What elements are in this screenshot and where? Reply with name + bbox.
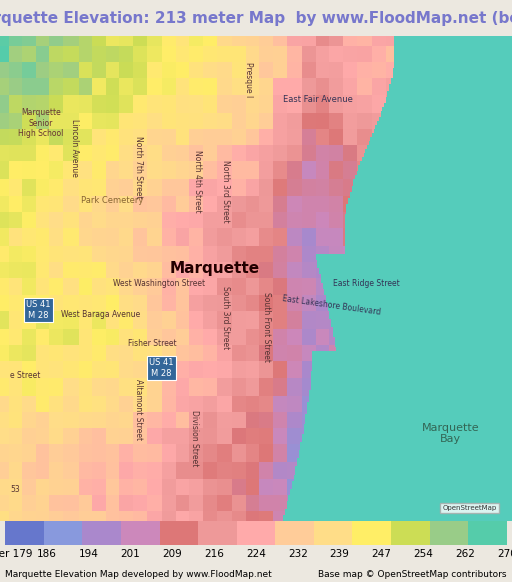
Text: US 41
M 28: US 41 M 28: [149, 359, 174, 378]
Text: South Front Street: South Front Street: [262, 292, 271, 362]
Text: 194: 194: [79, 549, 99, 559]
FancyBboxPatch shape: [160, 521, 198, 545]
FancyBboxPatch shape: [5, 521, 44, 545]
Text: Altamont Street: Altamont Street: [134, 379, 143, 440]
FancyBboxPatch shape: [391, 521, 430, 545]
Text: 232: 232: [288, 549, 308, 559]
Text: Marquette
Senior
High School: Marquette Senior High School: [18, 108, 63, 139]
Text: South 3rd Street: South 3rd Street: [221, 286, 230, 349]
Text: 224: 224: [246, 549, 266, 559]
Text: Presque I: Presque I: [244, 62, 253, 97]
Text: Lincoln Avenue: Lincoln Avenue: [70, 119, 79, 176]
Text: 247: 247: [372, 549, 391, 559]
Text: Marquette: Marquette: [170, 261, 260, 276]
Text: Park Cemetery: Park Cemetery: [81, 196, 144, 205]
Text: OpenStreetMap: OpenStreetMap: [442, 505, 497, 511]
Text: North 7th Street: North 7th Street: [134, 136, 143, 198]
Text: Marquette
Bay: Marquette Bay: [422, 423, 479, 445]
Text: East Ridge Street: East Ridge Street: [333, 279, 399, 288]
FancyBboxPatch shape: [121, 521, 160, 545]
Text: West Baraga Avenue: West Baraga Avenue: [61, 310, 141, 320]
Text: 270: 270: [497, 549, 512, 559]
Text: North 3rd Street: North 3rd Street: [221, 160, 230, 222]
Text: Fisher Street: Fisher Street: [128, 339, 177, 349]
Text: Base map © OpenStreetMap contributors: Base map © OpenStreetMap contributors: [318, 570, 507, 579]
Text: 209: 209: [162, 549, 182, 559]
Text: Marquette Elevation Map developed by www.FloodMap.net: Marquette Elevation Map developed by www…: [5, 570, 272, 579]
Text: Marquette Elevation: 213 meter Map  by www.FloodMap.net (beta): Marquette Elevation: 213 meter Map by ww…: [0, 10, 512, 26]
FancyBboxPatch shape: [198, 521, 237, 545]
Text: 254: 254: [413, 549, 433, 559]
Text: West Washington Street: West Washington Street: [113, 279, 205, 288]
Text: US 41
M 28: US 41 M 28: [26, 300, 51, 320]
Text: Division Street: Division Street: [190, 410, 199, 467]
Text: East Lakeshore Boulevard: East Lakeshore Boulevard: [282, 294, 381, 317]
Text: meter 179: meter 179: [0, 549, 32, 559]
Text: 201: 201: [121, 549, 140, 559]
FancyBboxPatch shape: [430, 521, 468, 545]
FancyBboxPatch shape: [314, 521, 352, 545]
Text: 239: 239: [330, 549, 350, 559]
Text: East Fair Avenue: East Fair Avenue: [283, 95, 352, 104]
FancyBboxPatch shape: [468, 521, 507, 545]
FancyBboxPatch shape: [352, 521, 391, 545]
Text: e Street: e Street: [10, 371, 40, 380]
Text: 186: 186: [37, 549, 57, 559]
Text: North 4th Street: North 4th Street: [193, 150, 202, 213]
FancyBboxPatch shape: [275, 521, 314, 545]
Text: 262: 262: [455, 549, 475, 559]
FancyBboxPatch shape: [44, 521, 82, 545]
FancyBboxPatch shape: [82, 521, 121, 545]
FancyBboxPatch shape: [237, 521, 275, 545]
Text: 53: 53: [10, 485, 20, 494]
Text: 216: 216: [204, 549, 224, 559]
